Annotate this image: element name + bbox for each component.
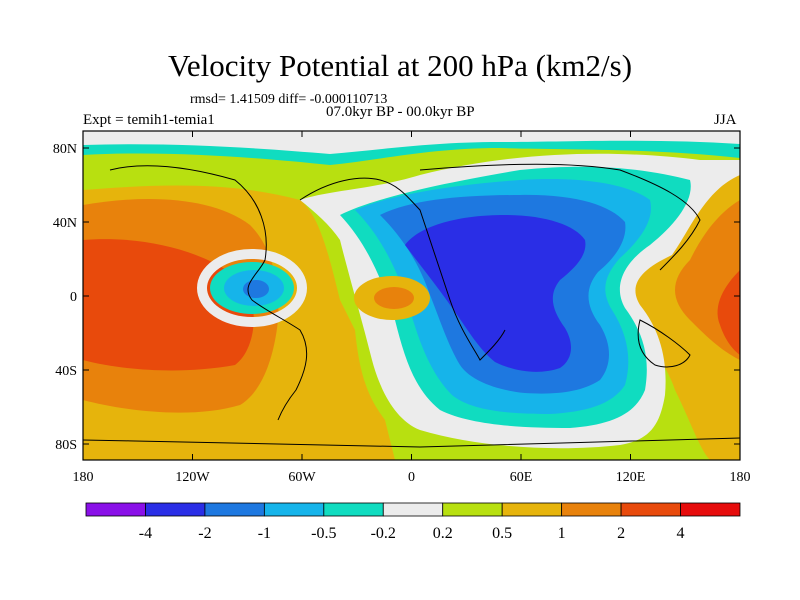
asia-coast	[419, 163, 701, 271]
colorbar-box-3	[263, 502, 325, 517]
lat-label-4: 80S	[55, 438, 77, 453]
lon-label-5: 120E	[616, 470, 646, 485]
colorbar-label-0: -4	[139, 525, 152, 542]
caribbean-neg-1	[243, 280, 269, 298]
colorbar-box-7	[501, 502, 563, 517]
antarctica-coast	[83, 437, 740, 448]
colorbar-label-2: -1	[258, 525, 271, 542]
australia-coast	[637, 319, 691, 368]
experiment-label: Expt = temih1-temia1	[83, 112, 215, 128]
colorbar-label-8: 2	[617, 525, 625, 542]
colorbar: -4 -2 -1 -0.5 -0.2 0.2 0.5 1 2 4	[85, 502, 741, 542]
lon-label-2: 60W	[288, 470, 316, 485]
arctic-zero	[83, 131, 740, 154]
colorbar-box-2	[204, 502, 265, 517]
colorbar-box-9	[620, 502, 681, 517]
lat-axis: 80N 40N 0 40S 80S	[53, 142, 740, 453]
colorbar-label-1: -2	[198, 525, 211, 542]
colorbar-box-4	[323, 502, 384, 517]
colorbar-label-7: 1	[558, 525, 566, 542]
colorbar-label-4: -0.2	[371, 525, 396, 542]
contour-fill	[83, 131, 740, 460]
period-label: 07.0kyr BP - 00.0kyr BP	[326, 104, 475, 120]
contour-neg-2	[405, 215, 586, 372]
coastlines	[83, 163, 740, 448]
lon-label-0: 180	[73, 470, 94, 485]
colorbar-box-10	[680, 502, 741, 517]
colorbar-box-6	[442, 502, 503, 517]
caribbean-zero-ring	[197, 249, 307, 327]
atlantic-pos-2	[374, 287, 414, 309]
plot-title: Velocity Potential at 200 hPa (km2/s)	[167, 48, 633, 83]
lon-axis: 180 120W 60W 0 60E 120E 180	[73, 131, 751, 485]
colorbar-label-5: 0.2	[433, 525, 453, 542]
lat-label-2: 0	[70, 290, 77, 305]
lat-label-0: 80N	[53, 142, 77, 157]
colorbar-label-9: 4	[677, 525, 685, 542]
colorbar-box-8	[561, 502, 622, 517]
lon-label-6: 180	[730, 470, 751, 485]
colorbar-box-5	[382, 502, 444, 517]
contour-positive-east-4	[717, 270, 740, 355]
colorbar-box-1	[145, 502, 206, 517]
colorbar-label-3: -0.5	[311, 525, 336, 542]
stats-label: rmsd= 1.41509 diff= -0.000110713	[190, 92, 388, 107]
americas-coast	[109, 165, 308, 421]
lon-label-4: 60E	[510, 470, 533, 485]
colorbar-box-0	[85, 502, 146, 517]
lat-label-1: 40N	[53, 216, 77, 231]
lon-label-3: 0	[408, 470, 415, 485]
europe-africa-coast	[299, 177, 506, 361]
lat-label-3: 40S	[55, 364, 77, 379]
season-label: JJA	[714, 112, 737, 128]
colorbar-label-6: 0.5	[492, 525, 512, 542]
lon-label-1: 120W	[175, 470, 210, 485]
